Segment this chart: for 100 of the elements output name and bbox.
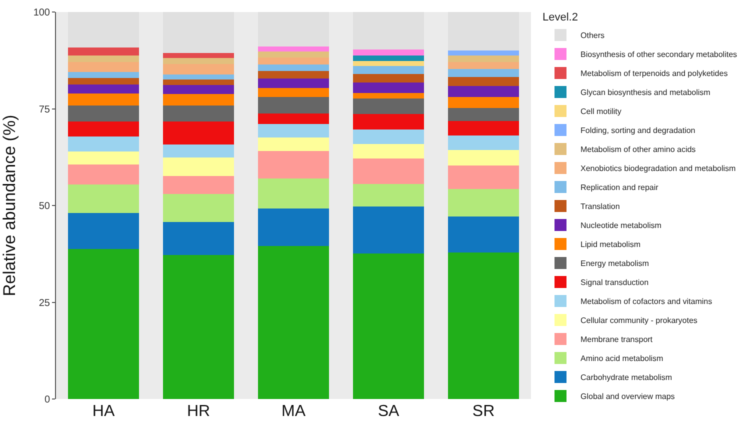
y-tick-label: 25 xyxy=(38,298,50,309)
bar xyxy=(162,64,234,74)
bar xyxy=(352,50,424,56)
bar xyxy=(352,253,424,399)
bar xyxy=(448,68,520,78)
bar xyxy=(352,66,424,74)
y-tick-label: 0 xyxy=(44,394,50,406)
bar xyxy=(258,51,330,58)
legend-label: Others xyxy=(580,31,605,40)
legend-label: Amino acid metabolism xyxy=(580,354,664,364)
bar xyxy=(352,184,424,207)
bar xyxy=(162,105,234,122)
bar xyxy=(162,122,234,144)
legend-title: Level.2 xyxy=(542,11,578,24)
legend-label: Lipid metabolism xyxy=(580,240,641,250)
bar xyxy=(448,86,520,98)
legend-label: Translation xyxy=(580,202,620,212)
bar xyxy=(68,249,140,399)
bar xyxy=(68,106,140,122)
bar xyxy=(258,70,330,79)
legend-label: Energy metabolism xyxy=(580,259,650,268)
bar xyxy=(352,56,424,61)
legend-label: Carbohydrate metabolism xyxy=(580,373,672,382)
bar xyxy=(258,64,330,71)
bar xyxy=(162,79,234,86)
y-tick-label: 50 xyxy=(38,201,50,212)
bar xyxy=(448,150,520,166)
bar xyxy=(448,50,520,56)
bar xyxy=(162,194,234,222)
bar xyxy=(162,255,234,399)
y-tick-label: 75 xyxy=(38,104,50,116)
bar xyxy=(162,74,234,80)
legend-label: Global and overview maps xyxy=(580,392,675,402)
bar xyxy=(352,82,424,93)
bar xyxy=(258,150,330,178)
bar xyxy=(162,144,234,158)
bar xyxy=(162,158,234,176)
bar xyxy=(68,184,140,214)
bar xyxy=(258,57,330,65)
bar xyxy=(448,62,520,69)
legend-label: Cell motility xyxy=(580,107,622,116)
bar xyxy=(258,78,330,88)
bar xyxy=(352,60,424,66)
bar xyxy=(448,97,520,108)
legend-label: Folding, sorting and degradation xyxy=(580,126,696,136)
bar xyxy=(162,58,234,64)
bar xyxy=(68,48,140,56)
legend-label: Cellular community - prokaryotes xyxy=(580,316,698,326)
bar xyxy=(352,92,424,98)
legend-label: Metabolism of other amino acids xyxy=(580,145,696,154)
bar xyxy=(68,84,140,94)
bar xyxy=(162,94,234,106)
bar xyxy=(448,121,520,136)
bar xyxy=(352,98,424,114)
legend-label: Metabolism of terpenoids and polyketides xyxy=(580,69,728,78)
bar xyxy=(68,122,140,137)
bar xyxy=(448,188,520,216)
x-tick-label: SR xyxy=(472,403,495,420)
y-axis-title: Relative abundance (%) xyxy=(0,114,19,296)
bar xyxy=(448,252,520,399)
bar xyxy=(68,164,140,185)
bar xyxy=(352,74,424,82)
bar xyxy=(68,62,140,72)
bar xyxy=(352,144,424,159)
legend-label: Metabolism of cofactors and vitamins xyxy=(580,297,712,306)
bar xyxy=(448,77,520,86)
bar xyxy=(448,216,520,252)
x-tick-label: SA xyxy=(378,403,400,420)
bar xyxy=(258,88,330,97)
x-tick-label: HR xyxy=(186,403,210,420)
legend-label: Signal transduction xyxy=(580,278,649,288)
bar xyxy=(68,151,140,164)
bar xyxy=(68,93,140,106)
bar xyxy=(162,176,234,194)
bar xyxy=(448,55,520,62)
bar xyxy=(162,53,234,58)
bar xyxy=(68,78,140,84)
bar xyxy=(68,136,140,152)
bar xyxy=(448,108,520,122)
bar xyxy=(352,114,424,130)
legend-label: Biosynthesis of other secondary metabolites xyxy=(580,50,738,60)
bar xyxy=(352,130,424,144)
bar xyxy=(258,178,330,209)
bar xyxy=(258,208,330,246)
bar xyxy=(68,72,140,78)
bar xyxy=(448,165,520,189)
bar xyxy=(258,137,330,151)
x-tick-label: MA xyxy=(282,403,306,420)
bar xyxy=(162,85,234,94)
bar xyxy=(258,113,330,124)
bar xyxy=(68,213,140,250)
bar xyxy=(258,246,330,399)
bar xyxy=(352,158,424,184)
bar xyxy=(258,46,330,52)
legend-label: Replication and repair xyxy=(580,183,659,192)
legend-label: Xenobiotics biodegradation and metabolism xyxy=(580,164,736,174)
bar xyxy=(68,56,140,62)
legend-label: Glycan biosynthesis and metabolism xyxy=(580,88,711,98)
bar xyxy=(162,222,234,256)
bar xyxy=(258,124,330,138)
